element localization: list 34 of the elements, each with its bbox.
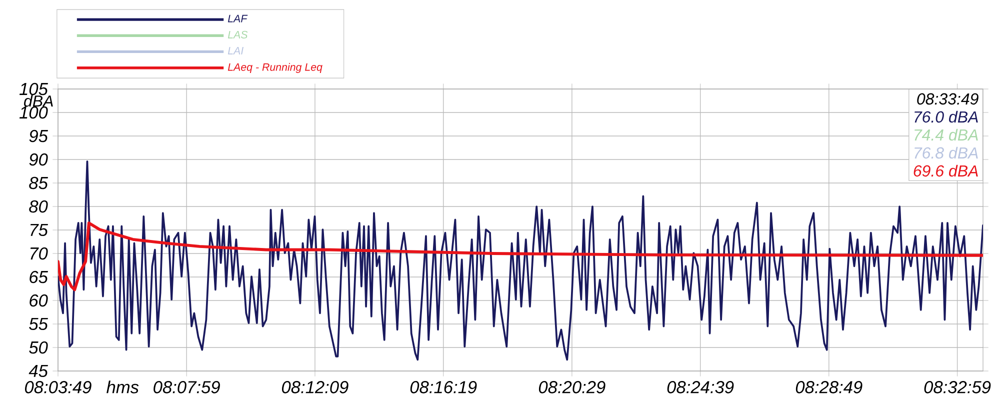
y-tick-label: 105 (19, 82, 48, 96)
annotation: 76.8 dBA (914, 146, 978, 159)
x-tick-label: 08:20:29 (538, 381, 606, 394)
y-tick-label: 75 (30, 224, 48, 236)
line-series (58, 221, 984, 292)
y-tick-label: 60 (30, 294, 48, 307)
y-tick-label: 55 (29, 318, 48, 330)
x-tick-label: 08:24:39 (667, 381, 734, 394)
y-tick-label: 95 (29, 130, 48, 142)
y-tick-label: 50 (29, 341, 48, 354)
x-tick-label: 08:28:49 (796, 381, 862, 394)
x-tick-label: 08:03:49 (25, 381, 92, 394)
text: LAF (228, 14, 248, 22)
x-tick-label: 08:12:09 (282, 381, 348, 394)
x-tick-label: 08:07:59 (154, 381, 220, 394)
y-tick-label: 90 (29, 153, 48, 166)
annotation: 69.6 dBA (914, 164, 978, 177)
annotation: 74.4 dBA (914, 128, 978, 141)
text: LAeq - Running Leq (228, 62, 322, 73)
legend-label: LAS (228, 30, 248, 38)
x-tick-label: 08:32:59 (924, 381, 991, 394)
y-tick-label: 80 (29, 200, 48, 213)
y-tick-label: 85 (29, 176, 48, 190)
y-tick-label: 65 (30, 270, 48, 284)
annotation: 76.0 dBA (914, 110, 978, 123)
legend-label: LAI (228, 47, 244, 54)
y-tick-label: 70 (30, 247, 48, 260)
y-tick-label: 100 (19, 106, 48, 119)
x-axis-title: hms (106, 380, 139, 394)
y-axis-title: dBA (24, 94, 53, 107)
annotation: 08:33:49 (917, 93, 978, 105)
x-tick-label: 08:16:19 (410, 381, 477, 394)
y-tick-label: 45 (28, 364, 48, 378)
line-series (58, 160, 984, 361)
